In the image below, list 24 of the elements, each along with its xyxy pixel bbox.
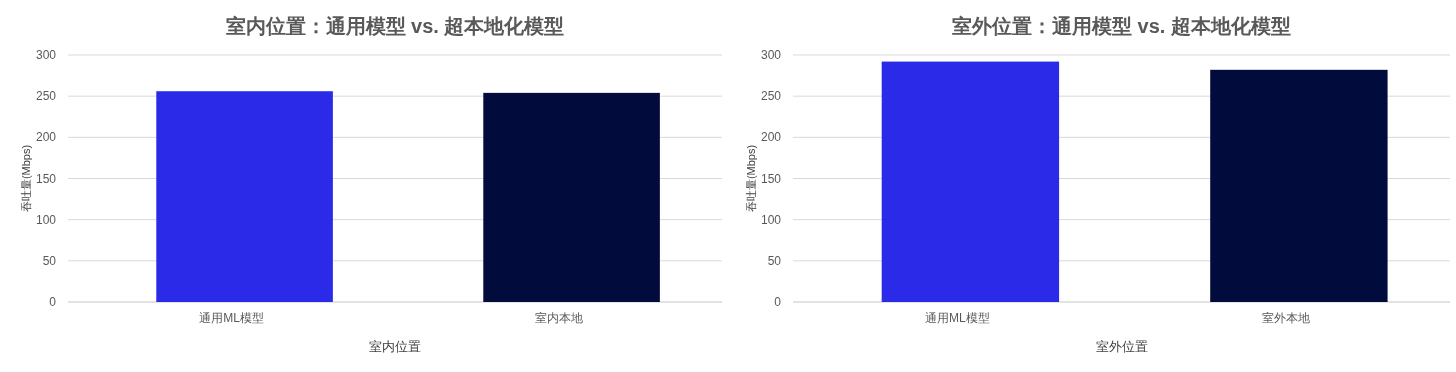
x-axis-title: 室内位置 [369, 339, 421, 354]
x-axis-title: 室外位置 [1095, 339, 1148, 354]
y-axis-title: 吞吐量(Mbps) [20, 144, 32, 213]
y-tick-label: 300 [760, 48, 782, 62]
y-axis-title: 吞吐量(Mbps) [745, 144, 757, 213]
y-tick-label: 200 [35, 130, 57, 145]
y-tick-label: 50 [767, 253, 782, 268]
y-tick-label: 250 [35, 89, 57, 104]
chart-title: 室外位置：通用模型 vs. 超本地化模型 [952, 15, 1291, 37]
x-tick-label: 通用ML模型 [924, 311, 990, 325]
x-tick-label: 室内本地 [534, 311, 583, 325]
y-tick-label: 200 [760, 130, 782, 145]
y-tick-label: 300 [35, 48, 57, 62]
y-tick-label: 150 [760, 171, 782, 186]
x-tick-label: 通用ML模型 [199, 311, 264, 325]
y-tick-label: 100 [35, 212, 57, 227]
y-tick-label: 50 [42, 253, 57, 268]
chart-title: 室内位置：通用模型 vs. 超本地化模型 [225, 15, 565, 37]
y-tick-label: 150 [35, 171, 57, 186]
y-tick-label: 0 [774, 295, 782, 309]
y-tick-label: 0 [49, 295, 57, 309]
x-tick-label: 室外本地 [1261, 311, 1310, 325]
y-tick-label: 100 [760, 212, 782, 227]
y-tick-label: 250 [760, 89, 782, 104]
